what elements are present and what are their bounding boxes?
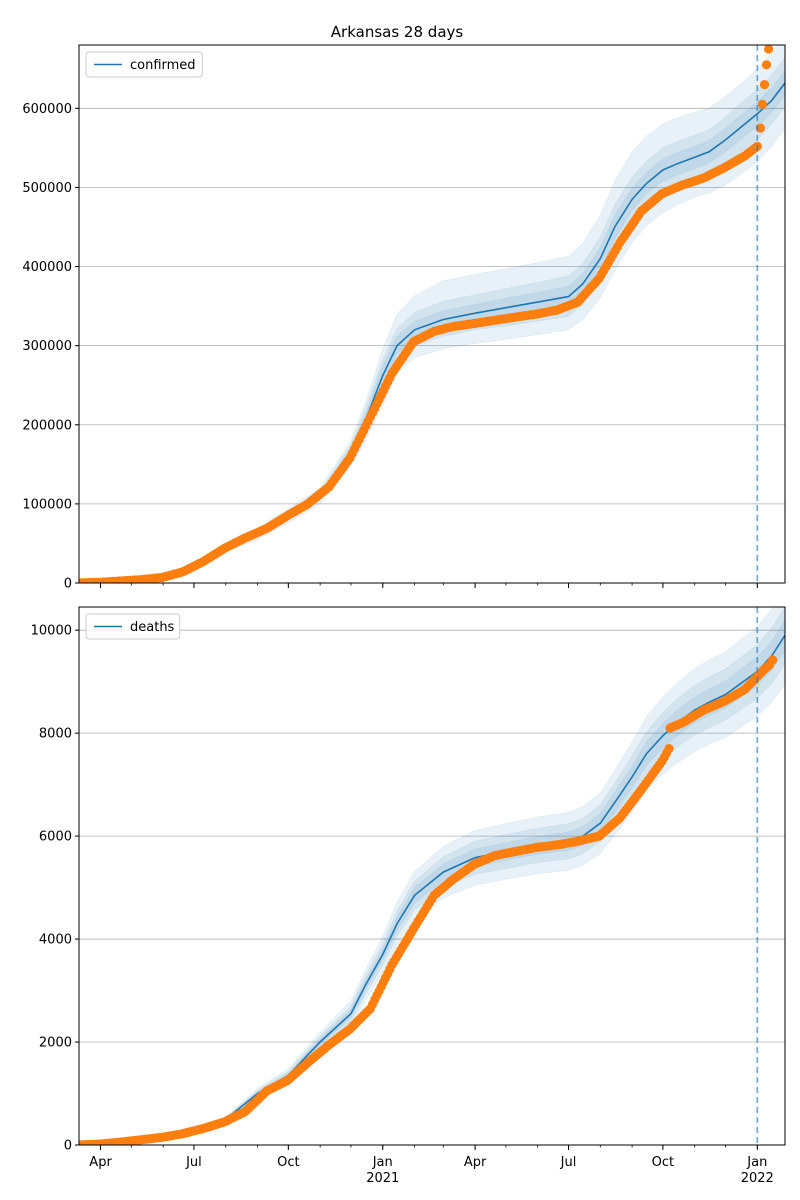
y-tick-label: 600000 xyxy=(22,102,72,117)
y-tick-label: 0 xyxy=(64,1139,72,1154)
observed-point xyxy=(757,99,768,109)
uncertainty-band-middle xyxy=(79,607,785,1145)
legend-box xyxy=(85,51,203,78)
plot-area xyxy=(79,33,785,583)
plot-area xyxy=(79,607,785,1145)
axes-frame xyxy=(78,44,786,584)
legend-box xyxy=(85,613,181,640)
observed-point xyxy=(755,123,766,133)
y-tick-label: 2000 xyxy=(39,1036,72,1051)
x-tick-label: Jul xyxy=(560,1155,577,1170)
uncertainty-band-outer xyxy=(79,607,785,1145)
x-tick-year-label: 2022 xyxy=(741,1171,774,1186)
observed-point xyxy=(766,33,775,42)
y-tick-label: 8000 xyxy=(39,727,72,742)
x-tick-label: Jul xyxy=(185,1155,202,1170)
confirmed-panel: 0 100000 200000 300000 400000 500000 600000 con… xyxy=(22,33,786,592)
x-tick-label: Oct xyxy=(652,1155,674,1170)
uncertainty-band-inner xyxy=(79,619,785,1145)
axes-frame xyxy=(78,606,786,1146)
y-tick-label: 200000 xyxy=(22,418,72,433)
chart-title: Arkansas 28 days xyxy=(331,23,464,41)
y-tick-label: 6000 xyxy=(39,830,72,845)
y-tick-label: 100000 xyxy=(22,497,72,512)
legend-label: confirmed xyxy=(130,58,196,73)
x-tick-label: Jan xyxy=(372,1155,393,1170)
x-tick-label: Jan xyxy=(746,1155,767,1170)
y-tick-label: 500000 xyxy=(22,181,72,196)
y-tick-label: 10000 xyxy=(31,624,72,639)
observed-point xyxy=(761,60,772,70)
x-tick-year-label: 2021 xyxy=(366,1171,399,1186)
y-tick-label: 300000 xyxy=(22,339,72,354)
x-tick-label: Apr xyxy=(89,1155,112,1170)
y-tick-label: 400000 xyxy=(22,260,72,275)
observed-point xyxy=(768,655,778,665)
y-tick-label: 0 xyxy=(64,577,72,592)
y-tick-label: 4000 xyxy=(39,933,72,948)
observed-point xyxy=(764,45,774,54)
x-tick-label: Oct xyxy=(277,1155,299,1170)
legend-label: deaths xyxy=(130,620,175,635)
x-tick-label: Apr xyxy=(464,1155,487,1170)
uncertainty-band-outer xyxy=(79,45,785,583)
observed-point xyxy=(664,744,674,754)
observed-point xyxy=(759,80,770,90)
